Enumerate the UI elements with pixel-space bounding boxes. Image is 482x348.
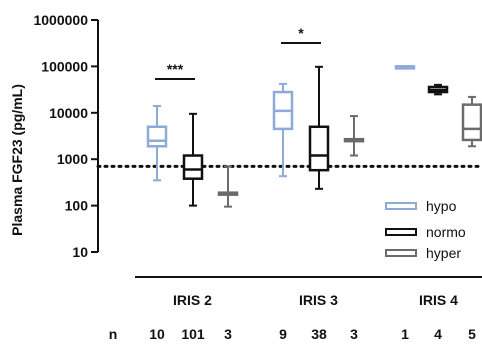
n-value: 4 bbox=[434, 326, 442, 342]
legend-swatch-normo bbox=[385, 228, 417, 236]
y-tick-label: 10000 bbox=[49, 105, 88, 121]
y-tick-label: 1000 bbox=[57, 151, 88, 167]
x-axis: IRIS 2 IRIS 3 IRIS 4 bbox=[135, 276, 482, 308]
series-hypo bbox=[146, 65, 416, 182]
n-value: 38 bbox=[311, 326, 327, 342]
series-hyper bbox=[217, 95, 482, 208]
significance-label: *** bbox=[167, 61, 184, 77]
group-label: IRIS 4 bbox=[419, 292, 458, 308]
legend-swatch-hyper bbox=[385, 249, 417, 257]
legend-swatch-hypo bbox=[385, 202, 417, 210]
sample-size-row: n 10 101 3 9 38 3 1 4 5 bbox=[109, 326, 476, 342]
n-label: n bbox=[109, 326, 118, 342]
box-hyper-1 bbox=[343, 115, 365, 157]
y-axis: 10 100 1000 10000 100000 1000000 bbox=[33, 12, 99, 260]
y-tick-label: 100000 bbox=[41, 58, 88, 74]
y-tick-label: 1000000 bbox=[33, 12, 88, 28]
significance-label: * bbox=[298, 25, 304, 41]
box-normo-1 bbox=[308, 65, 330, 190]
n-value: 10 bbox=[149, 326, 165, 342]
legend-label-hypo: hypo bbox=[426, 198, 457, 214]
box-iqr bbox=[146, 125, 168, 148]
box-iqr bbox=[461, 103, 482, 142]
n-value: 3 bbox=[224, 326, 232, 342]
n-value: 1 bbox=[401, 326, 409, 342]
box-hyper-0 bbox=[217, 165, 239, 208]
y-axis-label: Plasma FGF23 (pg/mL) bbox=[9, 84, 25, 236]
significance-markers: **** bbox=[155, 25, 321, 80]
box-iqr bbox=[182, 154, 204, 180]
box-series bbox=[146, 65, 482, 208]
legend: hypo normo hyper bbox=[385, 198, 466, 261]
box-iqr bbox=[308, 125, 330, 172]
group-label: IRIS 3 bbox=[299, 292, 338, 308]
box-normo-2 bbox=[427, 83, 449, 96]
legend-label-normo: normo bbox=[426, 224, 466, 240]
legend-label-hyper: hyper bbox=[426, 245, 461, 261]
y-tick-label: 10 bbox=[72, 244, 88, 260]
y-tick-label: 100 bbox=[65, 198, 89, 214]
series-normo bbox=[182, 65, 449, 207]
n-value: 5 bbox=[468, 326, 476, 342]
n-value: 9 bbox=[279, 326, 287, 342]
n-value: 101 bbox=[181, 326, 205, 342]
box-hypo-0 bbox=[146, 105, 168, 182]
box-hyper-2 bbox=[461, 95, 482, 148]
group-label: IRIS 2 bbox=[173, 292, 212, 308]
n-value: 3 bbox=[350, 326, 358, 342]
box-hypo-1 bbox=[272, 82, 294, 178]
box-hypo-2 bbox=[394, 65, 416, 70]
box-normo-0 bbox=[182, 112, 204, 207]
